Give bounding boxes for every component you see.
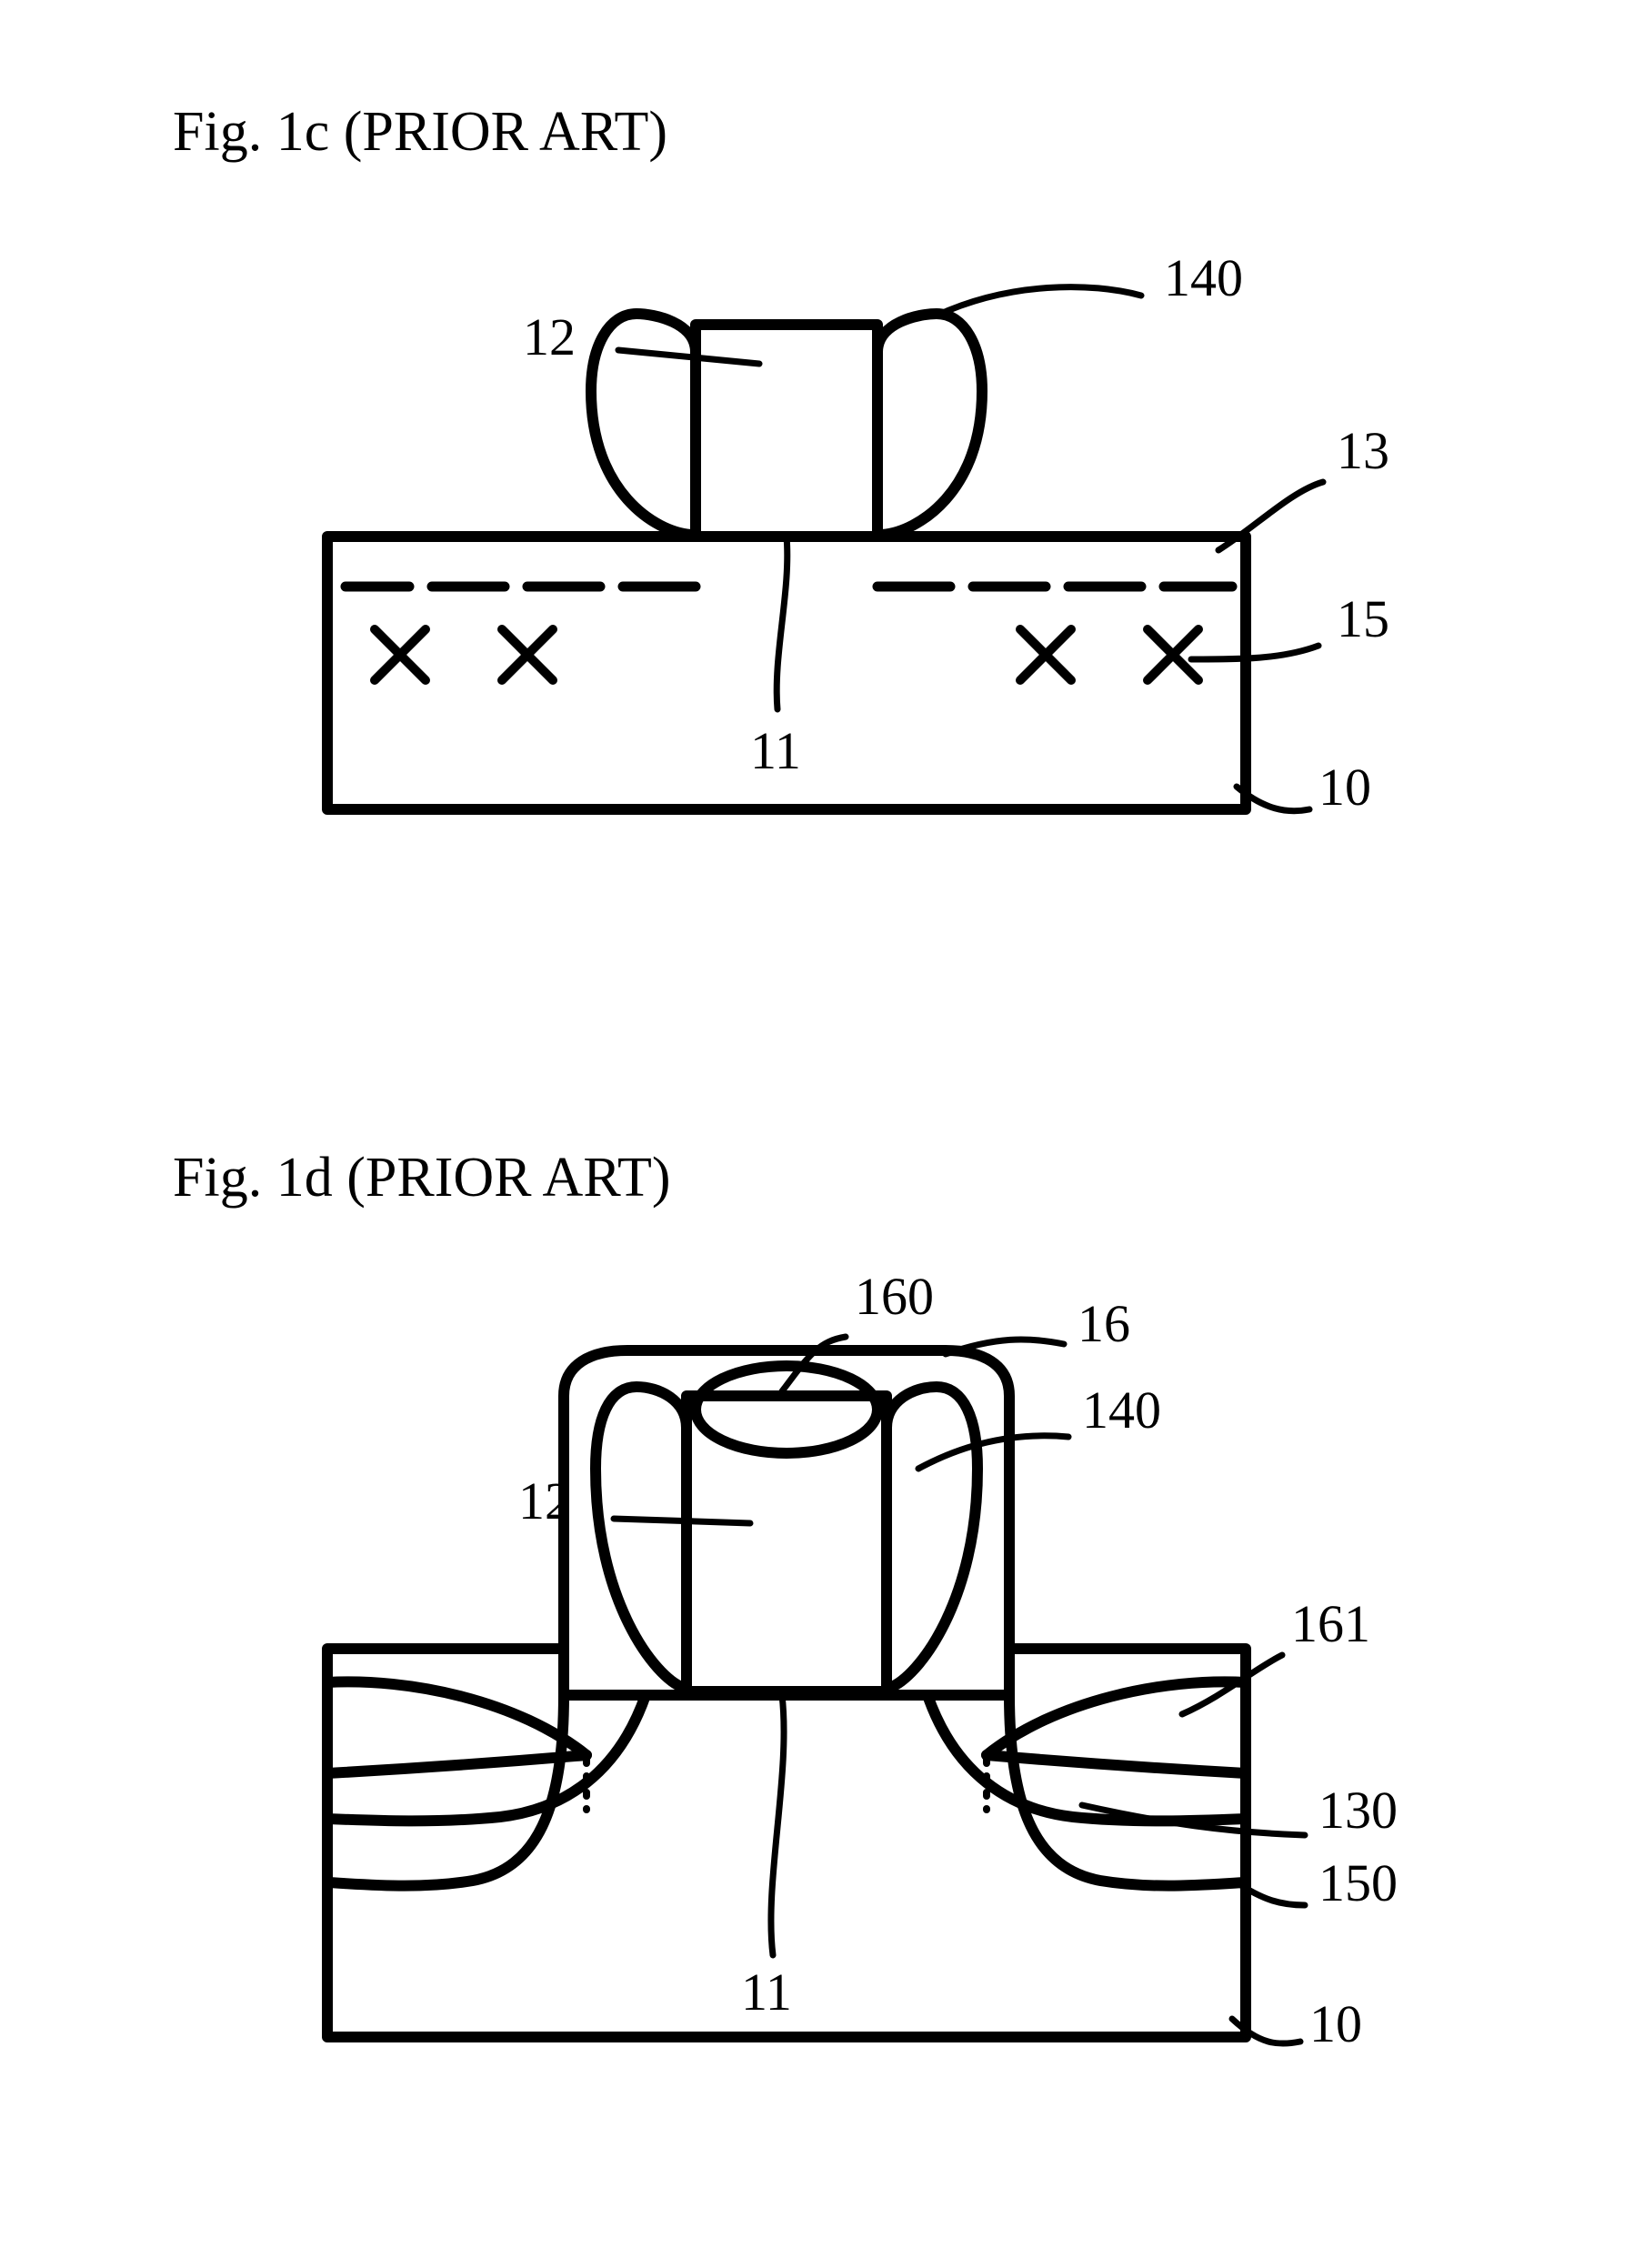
label-10: 10 — [1309, 1994, 1362, 2053]
label-150: 150 — [1318, 1853, 1398, 1912]
spacer-right — [877, 314, 982, 535]
label-160: 160 — [855, 1267, 934, 1326]
label-12: 12 — [518, 1471, 571, 1530]
label-161: 161 — [1291, 1594, 1370, 1653]
label-10: 10 — [1318, 758, 1371, 817]
leaders-1c — [618, 287, 1323, 811]
label-16: 16 — [1078, 1294, 1130, 1353]
caption-fig1c: Fig. 1c (PRIOR ART) — [173, 100, 667, 165]
figure-1d: 160 16 140 12 161 130 150 11 10 — [227, 1264, 1455, 2110]
label-13: 13 — [1337, 421, 1389, 480]
label-130: 130 — [1318, 1781, 1398, 1840]
silicide-161-right-top — [987, 1681, 1246, 1755]
silicide-161-left-top — [327, 1681, 586, 1755]
silicide-161-left-bot — [327, 1755, 586, 1773]
inner-spacer-140-left — [596, 1387, 687, 1689]
defects-15 — [375, 629, 1198, 680]
gate-silicide-160 — [696, 1366, 877, 1453]
junction-130-left-v — [327, 1695, 646, 1819]
page: Fig. 1c (PRIOR ART) — [0, 0, 1634, 2268]
figure-1c: 140 12 13 15 11 10 — [255, 227, 1437, 882]
gate — [696, 325, 877, 537]
label-11: 11 — [741, 1962, 792, 2022]
spacer-left — [591, 314, 696, 535]
label-15: 15 — [1337, 589, 1389, 648]
dotted-verticals — [586, 1760, 987, 1810]
label-140: 140 — [1164, 248, 1243, 307]
label-12: 12 — [523, 307, 576, 366]
silicide-161-right-bot — [987, 1755, 1246, 1773]
caption-fig1d: Fig. 1d (PRIOR ART) — [173, 1146, 670, 1210]
junction-130-left — [586, 1755, 987, 1810]
inner-spacer-140-right — [887, 1387, 977, 1689]
label-11: 11 — [750, 721, 801, 780]
label-140: 140 — [1082, 1380, 1161, 1440]
